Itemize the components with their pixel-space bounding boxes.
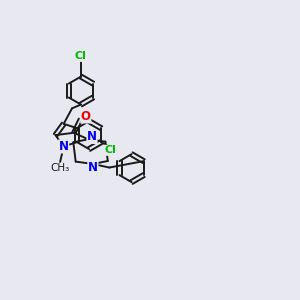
Text: N: N (88, 161, 98, 174)
Text: Cl: Cl (75, 51, 87, 62)
Text: N: N (87, 130, 97, 143)
Text: Cl: Cl (104, 145, 116, 155)
Text: O: O (81, 110, 91, 123)
Text: CH₃: CH₃ (50, 164, 70, 173)
Text: N: N (59, 140, 69, 153)
